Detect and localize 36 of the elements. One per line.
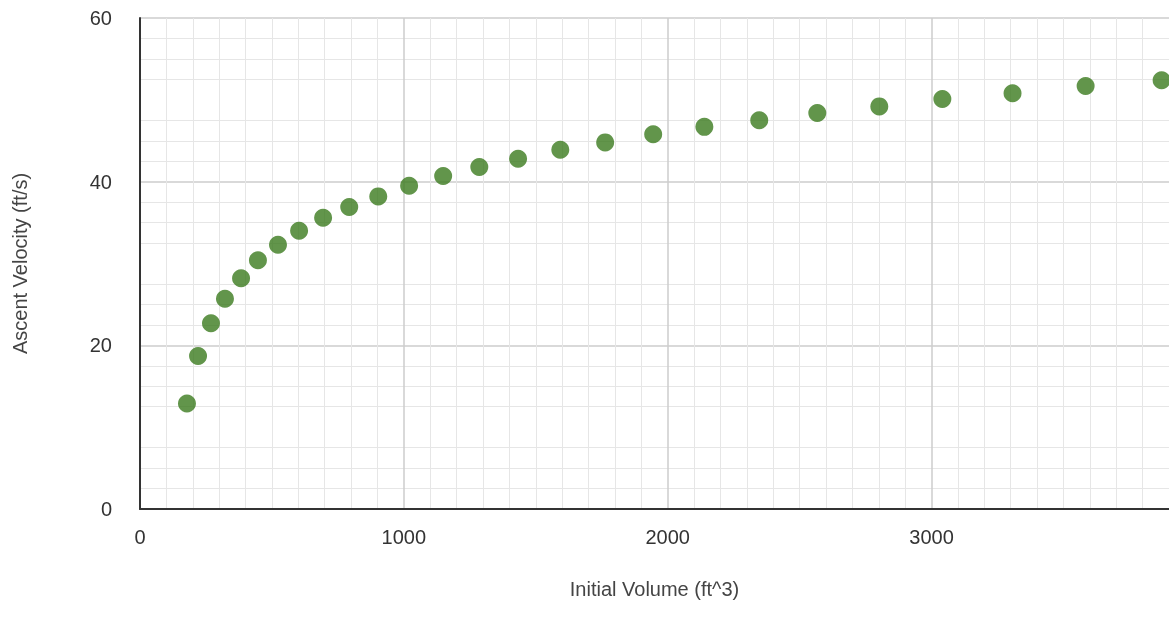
y-tick-label: 0: [100, 498, 112, 520]
point: [290, 221, 309, 240]
point: [1076, 76, 1095, 95]
point: [1152, 71, 1169, 90]
point: [215, 289, 234, 308]
y-tick-label: 60: [89, 7, 112, 29]
x-axis-title: Initial Volume (ft^3): [569, 578, 740, 600]
point: [232, 269, 251, 288]
point: [434, 166, 453, 185]
point: [248, 251, 267, 270]
y-axis-title: Ascent Velocity (ft/s): [9, 172, 31, 355]
point: [189, 346, 208, 365]
point: [551, 140, 570, 159]
point: [201, 314, 220, 333]
x-tick-label: 1000: [381, 526, 427, 548]
y-tick-label: 40: [89, 170, 112, 193]
point: [870, 97, 889, 116]
point: [369, 187, 388, 206]
point: [695, 117, 714, 136]
point: [933, 90, 952, 109]
point: [470, 157, 489, 176]
x-tick-label: 2000: [645, 526, 690, 548]
point: [340, 198, 359, 217]
point: [509, 149, 528, 168]
point: [1003, 84, 1022, 103]
point: [808, 103, 827, 122]
point: [177, 394, 196, 413]
x-tick-label: 0: [134, 526, 146, 548]
point: [400, 176, 419, 195]
x-tick-label: 3000: [909, 526, 954, 548]
point: [750, 111, 769, 130]
point: [314, 208, 333, 227]
point: [596, 133, 615, 152]
y-tick-label: 20: [89, 334, 112, 357]
point: [269, 235, 287, 254]
point: [644, 125, 663, 144]
